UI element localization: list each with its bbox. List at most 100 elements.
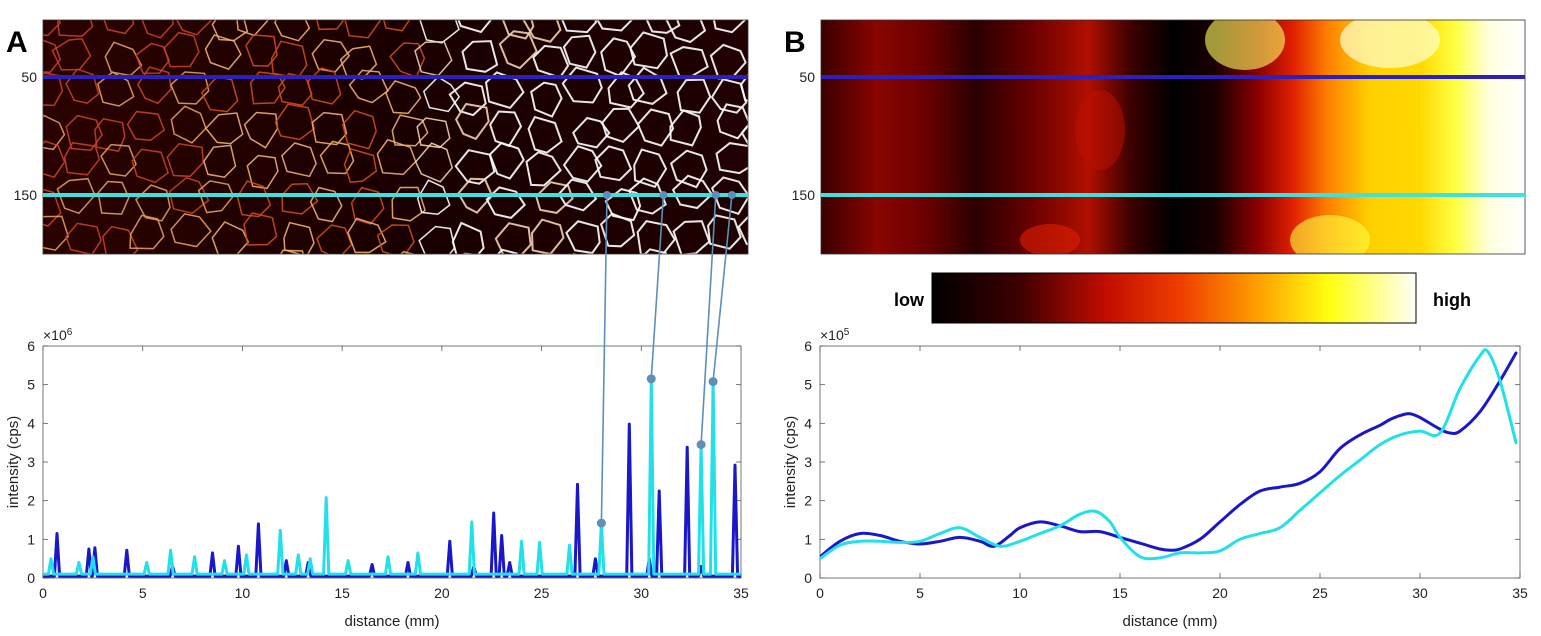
cell-boundary <box>737 215 748 246</box>
chart-a-y-axis-label: intensity (cps) <box>5 416 22 509</box>
cell-boundary <box>572 253 578 254</box>
chart-b-x-tick-label: 25 <box>1312 585 1328 601</box>
cell-boundary <box>101 225 139 254</box>
cell-boundary <box>236 258 273 293</box>
peak-connector-line <box>712 194 733 382</box>
chart-a-x-tick-label: 15 <box>334 585 350 601</box>
chart-a-y-tick-label: 5 <box>27 377 35 393</box>
cell-boundary <box>462 252 478 254</box>
cell-boundary <box>668 258 703 294</box>
panel-a-image-border <box>42 19 749 255</box>
cell-boundary <box>749 183 783 218</box>
cell-boundary <box>249 71 286 105</box>
cell-boundary <box>376 224 415 254</box>
image-marker <box>659 191 668 199</box>
cell-boundary <box>65 114 103 151</box>
chart-b-ticks: 0 5 10 15 20 25 30 35 0 1 2 3 4 5 6 <box>804 338 1528 601</box>
chart-b-y-tick-label: 5 <box>804 377 812 393</box>
peak-marker <box>646 374 656 384</box>
colorbar-gradient <box>931 272 1417 324</box>
cell-boundary <box>422 76 461 113</box>
cell-boundary <box>572 116 611 149</box>
cell-boundary <box>419 20 460 44</box>
cell-boundary <box>43 114 66 151</box>
chart-a-x-tick-label: 30 <box>633 585 649 601</box>
cell-boundary <box>281 142 317 178</box>
peak-connectors <box>596 191 736 528</box>
cell-boundary <box>391 186 426 222</box>
cell-boundary <box>204 112 244 145</box>
panel-a-cell-network <box>43 20 783 295</box>
chart-b-x-tick-label: 15 <box>1112 585 1128 601</box>
cell-boundary <box>316 20 345 31</box>
cell-boundary <box>43 20 62 37</box>
cell-boundary <box>100 143 137 177</box>
chart-b-series-row-150 <box>820 348 1518 561</box>
panel-a-row-label-50: 50 <box>21 69 37 85</box>
cell-boundary <box>100 253 109 254</box>
cell-boundary <box>418 225 456 254</box>
chart-a-x-tick-label: 5 <box>139 585 147 601</box>
cell-boundary <box>400 250 416 254</box>
cell-boundary <box>274 20 311 42</box>
cell-boundary <box>65 68 100 105</box>
cell-boundary <box>170 105 207 144</box>
panel-b-row-label-50: 50 <box>799 69 815 85</box>
panel-b-image-border <box>820 19 1526 255</box>
peak-connector-line <box>650 194 665 379</box>
cell-boundary <box>561 20 598 34</box>
cell-boundary <box>391 114 429 147</box>
chart-b-x-tick-label: 35 <box>1512 585 1528 601</box>
cell-boundary <box>422 257 458 294</box>
panel-b-hotspot <box>1290 215 1370 254</box>
cell-boundary <box>316 224 353 254</box>
cell-boundary <box>129 214 165 250</box>
chart-a-x-tick-label: 0 <box>39 585 47 601</box>
cell-boundary <box>604 188 642 222</box>
cell-boundary <box>43 215 70 251</box>
cell-boundary <box>65 222 102 254</box>
panel-b-hotspot <box>1020 224 1080 254</box>
cell-boundary <box>715 142 748 175</box>
cell-boundary <box>707 214 742 250</box>
cell-boundary <box>350 186 385 225</box>
chart-a-x-tick-label: 35 <box>733 585 749 601</box>
cell-boundary <box>133 263 169 295</box>
cell-boundary <box>451 221 485 254</box>
chart-a-x-tick-label: 10 <box>235 585 251 601</box>
chart-a-y-tick-label: 0 <box>27 570 35 586</box>
cell-boundary <box>137 66 172 105</box>
cell-boundary <box>131 148 169 184</box>
chart-b-x-tick-label: 20 <box>1212 585 1228 601</box>
cell-boundary <box>382 20 411 32</box>
cell-boundary <box>561 66 603 104</box>
chart-b-exponent-base: ×10 <box>820 327 844 343</box>
cell-boundary <box>309 186 343 223</box>
chart-b-exponent: ×105 <box>820 327 850 343</box>
cell-boundary <box>103 20 135 35</box>
image-marker <box>727 191 736 199</box>
cell-boundary <box>197 180 235 214</box>
cell-boundary <box>643 248 667 254</box>
chart-b-frame <box>819 345 1521 579</box>
cell-boundary <box>283 221 315 254</box>
panel-a-row-label-150: 150 <box>14 187 38 203</box>
cell-boundary <box>246 154 279 190</box>
cell-boundary <box>454 102 490 141</box>
cell-boundary <box>605 257 641 288</box>
cell-boundary <box>488 141 525 180</box>
cell-boundary <box>498 30 538 70</box>
chart-b-y-axis-label: intensity (cps) <box>782 416 799 509</box>
cell-boundary <box>376 138 417 176</box>
cell-boundary <box>97 180 130 215</box>
cell-boundary <box>596 20 633 32</box>
peak-marker <box>696 440 706 450</box>
cell-boundary <box>525 151 562 187</box>
chart-a-series-group <box>43 377 741 578</box>
cell-boundary <box>636 108 675 147</box>
panel-b-row-label-150: 150 <box>792 187 816 203</box>
cell-boundary <box>709 257 744 292</box>
chart-b-x-tick-label: 10 <box>1012 585 1028 601</box>
